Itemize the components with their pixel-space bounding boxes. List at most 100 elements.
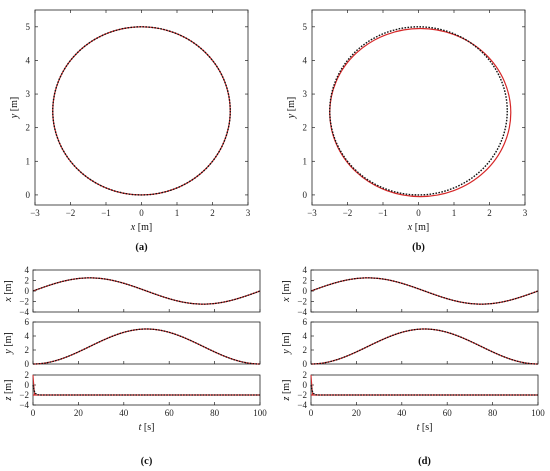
y-tick-label: −2 [297, 297, 307, 307]
series-reference [32, 328, 261, 365]
series-actual [32, 328, 261, 365]
x-axis-label: t [s] [139, 422, 155, 433]
panel-caption: (d) [418, 456, 431, 467]
x-axis-label: t [s] [417, 422, 433, 433]
y-axis-label: y [m] [286, 97, 297, 119]
y-tick-label: 0 [25, 359, 30, 369]
y-tick-label: −4 [297, 307, 307, 317]
y-tick-label: 0 [303, 380, 308, 390]
x-tick-label: 80 [210, 408, 220, 418]
series-reference [310, 277, 539, 305]
y-tick-label: 4 [303, 331, 308, 341]
x-tick-label: −1 [378, 208, 388, 218]
subplot-y: 0 2 4 6 y [m] [281, 317, 539, 369]
y-tick-label: 1 [26, 156, 31, 166]
x-tick-label: 60 [165, 408, 175, 418]
y-tick-label: 0 [303, 286, 308, 296]
y-tick-label: 5 [303, 22, 308, 32]
plot-frame [34, 9, 249, 206]
y-tick-label: −4 [297, 400, 307, 410]
y-tick-label: 0 [25, 380, 30, 390]
panel-caption: (b) [412, 242, 425, 253]
series-actual [329, 26, 508, 196]
y-axis-label: y [m] [9, 97, 20, 119]
y-tick-label: 2 [303, 370, 308, 380]
y-axis-label: x [m] [3, 280, 14, 302]
y-axis-label: z [m] [281, 380, 292, 402]
y-tick-label: 3 [303, 89, 308, 99]
y-tick-label: −4 [19, 307, 29, 317]
y-axis-label: x [m] [281, 280, 292, 302]
series-actual [32, 277, 261, 305]
y-tick-label: 2 [303, 276, 308, 286]
subplot-z: 20−2−4 z [m] [281, 370, 539, 410]
subplot-z: 20−2−4 z [m] [3, 370, 261, 410]
y-tick-label: 0 [25, 286, 30, 296]
x-tick-label: −3 [30, 208, 40, 218]
y-tick-label: 4 [25, 265, 30, 275]
plot-frame [32, 321, 261, 365]
x-axis-label: x [m] [407, 222, 429, 233]
x-tick-label: 0 [31, 408, 36, 418]
chart-panel-a: −3 −2 −1 0 1 2 3 0 1 2 3 4 5 x [m] y [m] (a) [9, 9, 251, 253]
y-tick-label: 2 [25, 345, 30, 355]
x-tick-label: −2 [66, 208, 76, 218]
x-tick-label: 100 [253, 408, 267, 418]
x-tick-label: 40 [397, 408, 407, 418]
series-reference [310, 328, 539, 365]
x-axis-label: x [m] [130, 222, 152, 233]
x-tick-label: 3 [246, 208, 251, 218]
series-actual [310, 384, 538, 396]
plot-frame [32, 374, 261, 406]
y-tick-label: 0 [303, 190, 308, 200]
y-tick-label: 6 [303, 317, 308, 327]
y-axis-label: z [m] [3, 380, 14, 402]
y-tick-label: 5 [26, 22, 31, 32]
y-tick-label: 2 [26, 123, 31, 133]
panel-caption: (a) [135, 242, 148, 253]
series-actual [310, 277, 539, 305]
y-tick-label: 2 [25, 276, 30, 286]
y-tick-label: 4 [26, 55, 31, 65]
plot-frame [310, 374, 539, 406]
x-tick-label: 100 [531, 408, 545, 418]
x-tick-label: 40 [119, 408, 129, 418]
chart-panel-b: −3 −2 −1 0 1 2 3 0 1 2 3 4 5 x [m] y [m] (b) [286, 9, 528, 253]
series-reference [52, 26, 231, 196]
subplot-y: 0 2 4 6 y [m] [3, 317, 261, 369]
x-tick-label: 20 [352, 408, 362, 418]
x-tick-label: 0 [416, 208, 421, 218]
panel-caption: (c) [141, 456, 153, 467]
series-reference [329, 27, 512, 198]
y-tick-label: 0 [26, 190, 31, 200]
y-tick-label: 4 [303, 265, 308, 275]
x-tick-label: 1 [175, 208, 180, 218]
plot-frame [311, 9, 526, 206]
x-tick-label: 0 [309, 408, 314, 418]
series-actual [310, 328, 539, 365]
y-tick-label: −2 [297, 390, 307, 400]
y-tick-label: 2 [303, 123, 308, 133]
y-tick-label: −4 [19, 400, 29, 410]
x-tick-label: −3 [307, 208, 317, 218]
x-tick-label: 3 [523, 208, 528, 218]
plot-frame [310, 321, 539, 365]
y-tick-label: −2 [19, 297, 29, 307]
series-actual [32, 384, 260, 396]
y-tick-label: −2 [19, 390, 29, 400]
y-tick-label: 0 [303, 359, 308, 369]
x-tick-label: 80 [488, 408, 498, 418]
x-tick-label: 1 [452, 208, 457, 218]
x-tick-label: 0 [139, 208, 144, 218]
y-axis-label: y [m] [281, 332, 292, 354]
y-axis-label: y [m] [3, 332, 14, 354]
series-actual [52, 26, 231, 196]
x-tick-label: 2 [210, 208, 215, 218]
y-tick-label: 1 [303, 156, 308, 166]
y-tick-label: 4 [25, 331, 30, 341]
